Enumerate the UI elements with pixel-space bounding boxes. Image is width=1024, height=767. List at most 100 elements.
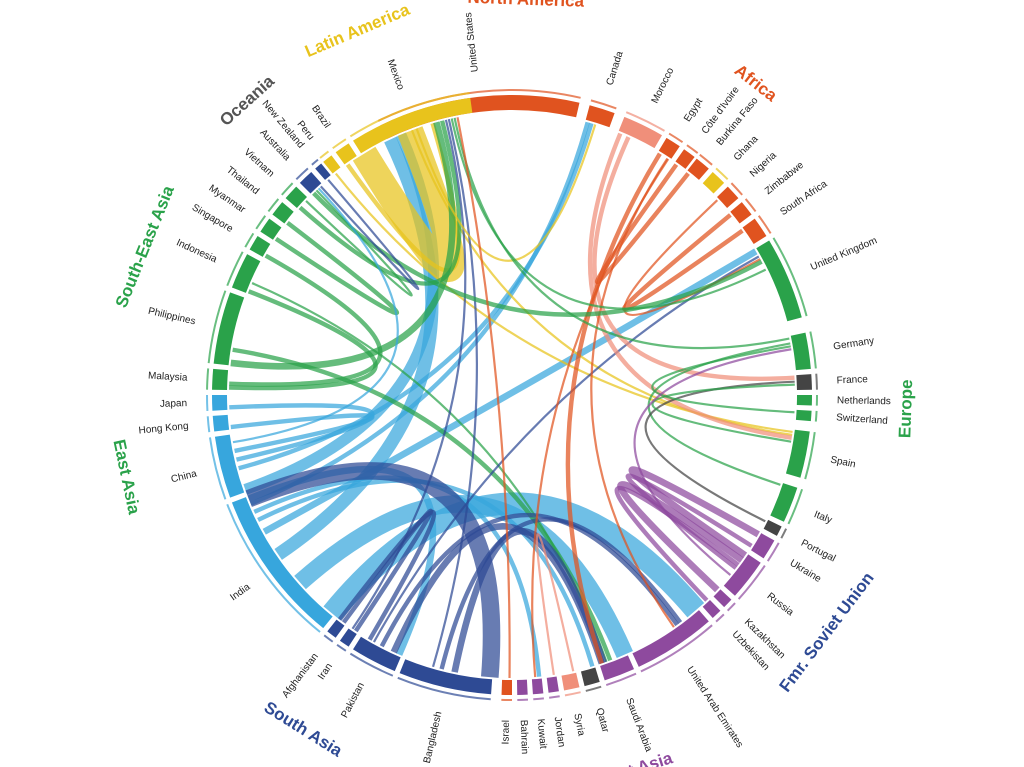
country-arc-egypt [658, 137, 680, 159]
chord-russia-to-germany [633, 348, 792, 576]
country-tick-band-nigeria [730, 182, 743, 196]
country-label-afghanistan: Afghanistan [280, 651, 321, 700]
chord-united-kingdom-to-australia [312, 191, 763, 317]
chord-malaysia-to-singapore [229, 253, 383, 387]
country-label-singapore: Singapore [190, 202, 235, 235]
region-label-fmr-soviet-union: Fmr. Soviet Union [776, 569, 878, 696]
chord-pakistan-to-united-arab-emirates [379, 513, 679, 648]
country-label-indonesia: Indonesia [174, 237, 218, 265]
country-arc-bahrain [516, 679, 528, 695]
country-arc-india [231, 497, 333, 629]
country-label-morocco: Morocco [650, 66, 677, 106]
country-arc-new-zealand [315, 163, 331, 180]
country-label-hong-kong: Hong Kong [138, 421, 189, 437]
country-tick-band-vietnam [281, 182, 294, 196]
country-label-thailand: Thailand [224, 165, 261, 197]
chord-egypt-to-saudi-arabia [565, 152, 662, 665]
country-tick-band-ghana [715, 167, 729, 181]
chord-iran-to-united-states [351, 119, 467, 630]
country-label-brazil: Brazil [309, 104, 332, 131]
country-label-germany: Germany [833, 336, 875, 353]
country-arc-israel [501, 679, 512, 695]
country-label-israel: Israel [501, 720, 512, 745]
region-label-east-asia: East Asia [109, 438, 143, 517]
country-arc-brazil [335, 143, 357, 165]
country-arc-malaysia [212, 368, 229, 391]
country-tick-band-kazakhstan [726, 602, 736, 612]
region-label-south-asia: South Asia [261, 698, 346, 761]
region-label-south-east-asia: South-East Asia [112, 182, 178, 310]
country-tick-band-saudi-arabia [605, 672, 637, 687]
country-label-india: India [228, 581, 252, 603]
country-tick-band-philippines [207, 290, 227, 364]
country-label-kuwait: Kuwait [535, 718, 549, 749]
chord-india-to-united-kingdom [262, 248, 758, 535]
country-label-south-africa: South Africa [778, 178, 829, 218]
country-arc-russia [723, 554, 761, 596]
country-tick-band-morocco [625, 111, 665, 132]
country-label-qatar: Qatar [593, 707, 610, 735]
country-arc-jordan [546, 676, 559, 693]
chord-pakistan-to-united-kingdom [372, 255, 760, 643]
country-tick-band-iran [336, 644, 347, 652]
country-label-united-states: United States [463, 12, 481, 73]
country-arc-spain [785, 429, 810, 478]
country-arc-bangladesh [399, 659, 493, 695]
country-label-united-kingdom: United Kingdom [809, 235, 879, 273]
country-tick-band-united-arab-emirates [640, 624, 713, 673]
country-tick-band-uzbekistan [715, 613, 725, 623]
country-label-nigeria: Nigeria [748, 150, 779, 180]
country-label-syria: Syria [571, 712, 586, 737]
country-arc-australia [299, 172, 322, 194]
country-label-pakistan: Pakistan [339, 681, 366, 720]
country-tick-band-india [226, 503, 321, 633]
chord-egypt-to-kuwait [531, 158, 670, 678]
country-arc-syria [561, 672, 580, 691]
country-label-philippines: Philippines [147, 306, 197, 328]
country-tick-band-brazil [332, 138, 347, 150]
country-tick-band-australia [295, 167, 309, 181]
chord-syria-to-jordan [535, 532, 575, 676]
country-tick-band-switzerland [814, 410, 818, 422]
chord-india-to-saudi-arabia [294, 495, 633, 659]
country-label-myanmar: Myanmar [207, 183, 248, 216]
chord-pakistan-to-saudi-arabia [390, 523, 605, 665]
country-tick-band-hong-kong [206, 416, 211, 433]
country-tick-band-pakistan [349, 652, 394, 677]
country-tick-band-germany [809, 331, 817, 369]
chord-china-to-hong-kong [230, 413, 375, 454]
country-arc-united-states [380, 95, 580, 139]
country-label-netherlands: Netherlands [837, 395, 891, 407]
country-label-china: China [170, 468, 198, 485]
chord-mexico-to-canada [415, 124, 597, 262]
country-arc-france [796, 374, 812, 391]
country-arc-switzerland [795, 409, 812, 422]
chord-russia-to-ukraine [625, 473, 753, 570]
country-label-jordan: Jordan [552, 716, 567, 748]
chord-switzerland-to-germany [651, 345, 795, 414]
country-tick-band-spain [804, 432, 816, 480]
country-label-iran: Iran [316, 661, 335, 681]
region-label-latin-america: Latin America [302, 0, 413, 61]
chord-vietnam-to-australia [305, 189, 413, 297]
country-arc-iran [339, 628, 357, 647]
country-label-bangladesh: Bangladesh [422, 710, 445, 764]
country-tick-band-china [208, 437, 227, 500]
country-tick-band-france [815, 373, 818, 390]
country-tick-band-singapore [244, 232, 255, 248]
country-label-russia: Russia [765, 591, 796, 619]
country-tick-band-ukraine [766, 542, 780, 562]
chord-china-to-australia [232, 187, 399, 444]
country-arc-vietnam [285, 186, 307, 209]
chord-burkina-faso-to-c-te-d-ivoire [594, 163, 690, 285]
country-arc-uzbekistan [702, 600, 721, 618]
country-arc-myanmar [260, 218, 282, 240]
country-arc-peru [323, 155, 341, 174]
chord-bangladesh-to-united-states [431, 118, 478, 668]
country-arc-zimbabwe [730, 202, 752, 224]
country-arc-c-te-d-ivoire [675, 149, 695, 169]
country-arc-south-africa [742, 218, 767, 244]
country-arcs-layer [206, 89, 818, 701]
country-arc-saudi-arabia [600, 655, 635, 681]
country-label-bahrain: Bahrain [518, 720, 530, 755]
